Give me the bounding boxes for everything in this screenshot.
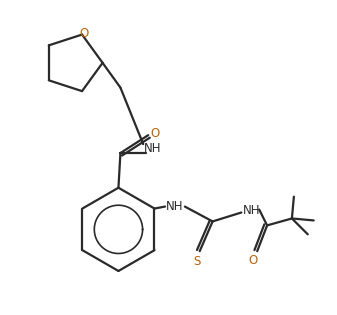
Text: NH: NH [166,200,184,213]
Text: O: O [80,27,89,40]
Text: NH: NH [144,141,161,155]
Text: NH: NH [243,204,260,217]
Text: S: S [193,255,201,267]
Text: O: O [151,127,160,140]
Text: O: O [249,254,258,266]
